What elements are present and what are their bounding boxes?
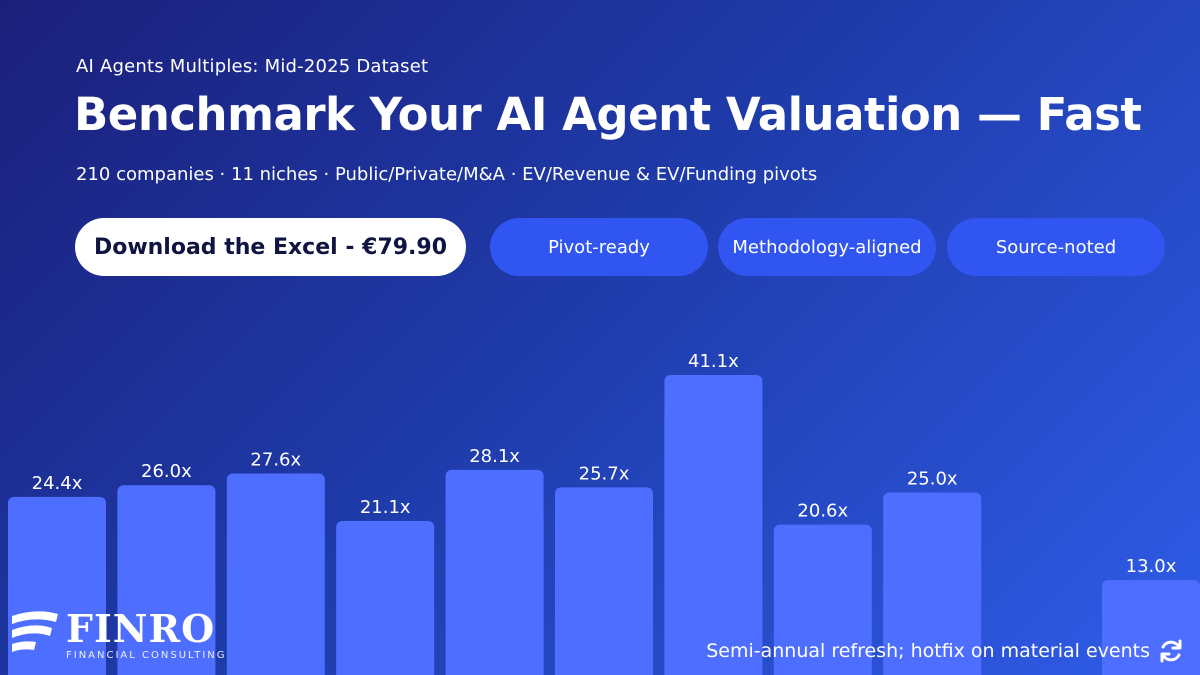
bar-value-label-5: 28.1x — [469, 446, 520, 467]
bar-3 — [226, 473, 325, 675]
bar-value-label-11: 13.0x — [1126, 556, 1177, 577]
download-excel-button[interactable]: Download the Excel - €79.90 — [75, 218, 466, 276]
refresh-note-text: Semi-annual refresh; hotfix on material … — [706, 640, 1150, 662]
finro-logo-mark-icon — [12, 611, 58, 652]
bar-6 — [555, 487, 653, 675]
bar-value-label-1: 24.4x — [32, 473, 83, 494]
pill-methodology-aligned: Methodology-aligned — [718, 218, 936, 276]
bar-value-label-2: 26.0x — [141, 461, 192, 482]
pill-pivot-ready: Pivot-ready — [490, 218, 708, 276]
bar-value-label-7: 41.1x — [688, 351, 739, 372]
bar-value-label-9: 25.0x — [907, 469, 958, 490]
bar-5 — [445, 469, 544, 675]
refresh-icon — [1160, 639, 1182, 663]
bar-value-label-3: 27.6x — [250, 450, 301, 471]
bar-9 — [883, 492, 982, 675]
bar-value-label-4: 21.1x — [360, 497, 411, 518]
bar-value-label-8: 20.6x — [797, 501, 848, 522]
bar-value-label-6: 25.7x — [579, 463, 630, 484]
dataset-eyebrow: AI Agents Multiples: Mid-2025 Dataset — [76, 56, 429, 77]
pill-source-noted: Source-noted — [947, 218, 1165, 276]
headline: Benchmark Your AI Agent Valuation — Fast — [74, 88, 1142, 141]
bar-11 — [1102, 580, 1200, 675]
bar-7 — [664, 375, 763, 675]
dataset-summary: 210 companies · 11 niches · Public/Priva… — [76, 164, 818, 185]
bar-4 — [336, 520, 435, 675]
brand-name: FINRO — [66, 606, 216, 651]
refresh-note: Semi-annual refresh; hotfix on material … — [706, 638, 1184, 664]
brand-tagline: FINANCIAL CONSULTING — [66, 650, 227, 661]
bar-2 — [117, 485, 216, 675]
bar-8 — [773, 524, 872, 675]
